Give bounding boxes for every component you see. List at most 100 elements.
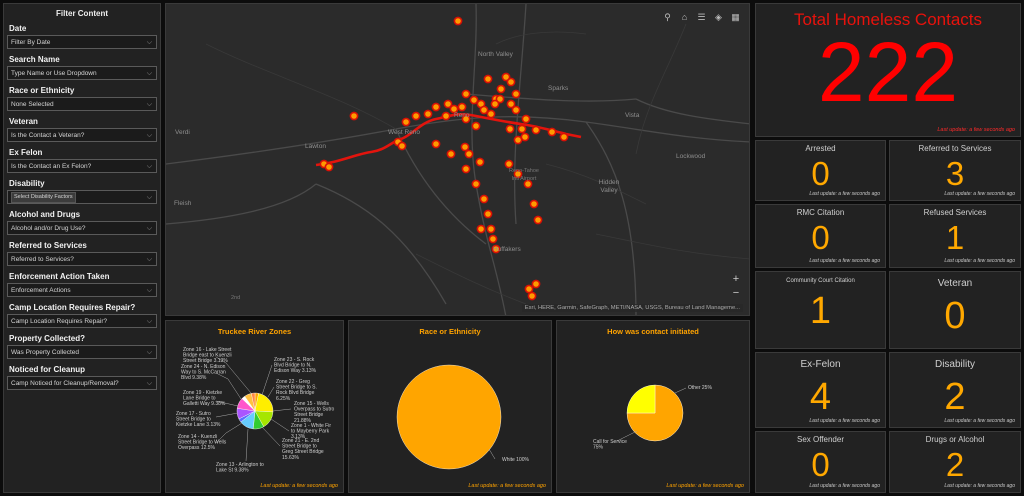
contact-point[interactable] bbox=[469, 95, 479, 105]
contact-point[interactable] bbox=[513, 169, 523, 179]
contact-point[interactable] bbox=[423, 109, 433, 119]
map-label-lawton: Lawton bbox=[305, 143, 326, 150]
contact-point[interactable] bbox=[524, 284, 534, 294]
map-view[interactable]: North Valley Sparks Vista Verdi West Ren… bbox=[165, 3, 750, 316]
filter-dropdown-value: Enforcement Actions bbox=[11, 286, 71, 294]
contact-point[interactable] bbox=[349, 111, 359, 121]
contact-point[interactable] bbox=[523, 179, 533, 189]
contact-point[interactable] bbox=[461, 164, 471, 174]
contact-point[interactable] bbox=[511, 89, 521, 99]
contact-point[interactable] bbox=[486, 109, 496, 119]
filter-dropdown-value: Camp Noticed for Cleanup/Removal? bbox=[11, 379, 119, 387]
contact-point[interactable] bbox=[491, 244, 501, 254]
stat-value: 4 bbox=[809, 376, 832, 418]
contact-point[interactable] bbox=[547, 127, 557, 137]
contact-point[interactable] bbox=[479, 194, 489, 204]
contact-point[interactable] bbox=[464, 149, 474, 159]
contact-point[interactable] bbox=[506, 99, 516, 109]
contact-point[interactable] bbox=[460, 142, 470, 152]
contact-point[interactable] bbox=[431, 139, 441, 149]
contact-point[interactable] bbox=[453, 16, 463, 26]
map-label-north-valley: North Valley bbox=[478, 51, 513, 58]
contact-point[interactable] bbox=[457, 102, 467, 112]
home-icon[interactable]: ⌂ bbox=[681, 12, 688, 22]
contact-point[interactable] bbox=[488, 234, 498, 244]
callout-line bbox=[267, 386, 275, 398]
contact-point[interactable] bbox=[529, 199, 539, 209]
stat-tile-referred-to-services: Referred to Services 3 Last update: a few … bbox=[889, 140, 1021, 201]
filter-dropdown[interactable]: Referred to Services? ⌵ bbox=[7, 252, 157, 266]
contact-point[interactable] bbox=[431, 102, 441, 112]
legend-icon[interactable]: ☰ bbox=[697, 12, 706, 22]
contact-point[interactable] bbox=[483, 209, 493, 219]
contact-point[interactable] bbox=[504, 159, 514, 169]
contact-point[interactable] bbox=[475, 157, 485, 167]
pie-slice[interactable] bbox=[626, 384, 656, 414]
contact-point[interactable] bbox=[401, 117, 411, 127]
filter-dropdown[interactable]: Camp Location Requires Repair? ⌵ bbox=[7, 314, 157, 328]
search-icon[interactable]: ⚲ bbox=[664, 12, 671, 22]
filter-dropdown[interactable]: Is the Contact a Veteran? ⌵ bbox=[7, 128, 157, 142]
contact-point[interactable] bbox=[411, 111, 421, 121]
filter-dropdown[interactable]: Alcohol and/or Drug Use? ⌵ bbox=[7, 221, 157, 235]
contact-point[interactable] bbox=[513, 135, 523, 145]
filter-dropdown-value: Was Property Collected bbox=[11, 348, 80, 356]
map-canvas[interactable] bbox=[166, 4, 750, 316]
contact-point[interactable] bbox=[449, 104, 459, 114]
filter-dropdown-value: Is the Contact a Veteran? bbox=[11, 131, 85, 139]
filter-dropdown[interactable]: Filter By Date ⌵ bbox=[7, 35, 157, 49]
contact-point[interactable] bbox=[517, 124, 527, 134]
layers-icon[interactable]: ◈ bbox=[715, 12, 722, 22]
contact-point[interactable] bbox=[479, 105, 489, 115]
filter-dropdown[interactable]: Camp Noticed for Cleanup/Removal? ⌵ bbox=[7, 376, 157, 390]
contact-point[interactable] bbox=[397, 141, 407, 151]
filter-dropdown[interactable]: Type Name or Use Dropdown ⌵ bbox=[7, 66, 157, 80]
contact-point[interactable] bbox=[486, 224, 496, 234]
contact-point[interactable] bbox=[471, 179, 481, 189]
zoom-in-button[interactable]: + bbox=[732, 273, 740, 285]
total-last-update: Last update: a few seconds ago bbox=[937, 127, 1015, 133]
stat-value: 1 bbox=[809, 290, 832, 332]
chevron-down-icon: ⌵ bbox=[146, 163, 152, 170]
filter-label: Search Name bbox=[9, 55, 60, 64]
contact-point[interactable] bbox=[559, 132, 569, 142]
contact-point[interactable] bbox=[511, 105, 521, 115]
contact-point[interactable] bbox=[506, 77, 516, 87]
contact-point[interactable] bbox=[441, 111, 451, 121]
contact-point[interactable] bbox=[461, 89, 471, 99]
filter-dropdown[interactable]: Is the Contact an Ex Felon? ⌵ bbox=[7, 159, 157, 173]
contact-point[interactable] bbox=[521, 114, 531, 124]
contact-point[interactable] bbox=[505, 124, 515, 134]
contact-point[interactable] bbox=[471, 121, 481, 131]
chevron-down-icon: ⌵ bbox=[146, 132, 152, 139]
contact-point[interactable] bbox=[496, 84, 506, 94]
contact-point[interactable] bbox=[531, 125, 541, 135]
qr-code-icon[interactable]: ▦ bbox=[731, 12, 740, 22]
stat-value: 1 bbox=[945, 219, 965, 256]
contact-points[interactable] bbox=[319, 16, 569, 301]
contact-point[interactable] bbox=[446, 149, 456, 159]
contact-point[interactable] bbox=[531, 279, 541, 289]
filter-dropdown[interactable]: Enforcement Actions ⌵ bbox=[7, 283, 157, 297]
contact-point[interactable] bbox=[501, 72, 511, 82]
contact-point[interactable] bbox=[461, 114, 471, 124]
stat-last-update: Last update: a few seconds ago bbox=[809, 483, 880, 489]
pie-data-label: White 100% bbox=[502, 457, 530, 463]
contact-point[interactable] bbox=[527, 291, 537, 301]
zoom-out-button[interactable]: − bbox=[732, 287, 740, 299]
contact-point[interactable] bbox=[495, 94, 505, 104]
contact-point[interactable] bbox=[533, 215, 543, 225]
contact-point[interactable] bbox=[443, 99, 453, 109]
pie-slice[interactable] bbox=[396, 364, 502, 470]
callout-line bbox=[215, 412, 239, 418]
filter-dropdown[interactable]: None Selected ⌵ bbox=[7, 97, 157, 111]
contact-point[interactable] bbox=[483, 74, 493, 84]
contact-point[interactable] bbox=[490, 99, 500, 109]
filter-dropdown[interactable]: Select Disability Factors ⌵ bbox=[7, 190, 157, 204]
map-label-hidden-valley: Hidden Valley bbox=[598, 179, 620, 194]
filter-dropdown[interactable]: Was Property Collected ⌵ bbox=[7, 345, 157, 359]
pie-slice[interactable] bbox=[251, 392, 256, 412]
contact-point[interactable] bbox=[520, 132, 530, 142]
contact-point[interactable] bbox=[324, 162, 334, 172]
contact-point[interactable] bbox=[476, 224, 486, 234]
